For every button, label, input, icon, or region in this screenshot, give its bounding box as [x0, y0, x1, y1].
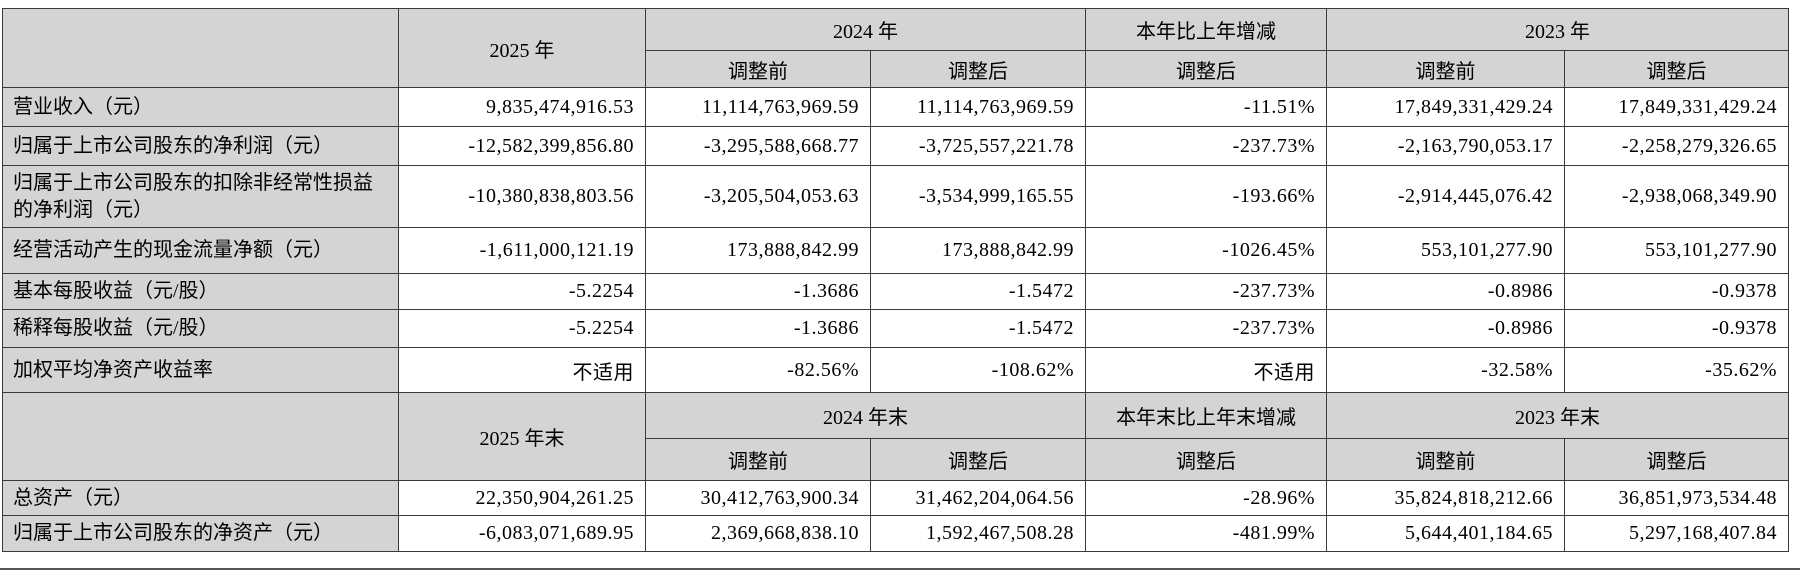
cell-value: 5,644,401,184.65	[1326, 515, 1565, 552]
cell-value: -1.5472	[870, 273, 1086, 310]
subheader-2024-after: 调整后	[870, 50, 1086, 88]
cell-value: -0.8986	[1326, 273, 1565, 310]
cell-value: -28.96%	[1085, 480, 1327, 516]
header-change-yoy: 本年比上年增减	[1085, 8, 1327, 51]
row-label: 加权平均净资产收益率	[2, 347, 399, 393]
cell-value: -12,582,399,856.80	[398, 126, 646, 166]
cell-value: -237.73%	[1085, 309, 1327, 348]
cell-value: -108.62%	[870, 347, 1086, 393]
cell-value: -35.62%	[1564, 347, 1789, 393]
cell-value: -0.9378	[1564, 309, 1789, 348]
page-bottom-divider	[0, 568, 1800, 570]
table-row-net-profit-excl-nonrecurring: 归属于上市公司股东的扣除非经常性损益的净利润（元） -10,380,838,80…	[2, 165, 1789, 228]
header-corner-yearend	[2, 392, 399, 481]
table-row-net-assets: 归属于上市公司股东的净资产（元） -6,083,071,689.95 2,369…	[2, 515, 1789, 552]
cell-value: -3,534,999,165.55	[870, 165, 1086, 228]
cell-value: 553,101,277.90	[1564, 227, 1789, 274]
cell-value: 17,849,331,429.24	[1326, 87, 1565, 127]
cell-value: -3,205,504,053.63	[645, 165, 871, 228]
cell-value: -3,295,588,668.77	[645, 126, 871, 166]
cell-value: -6,083,071,689.95	[398, 515, 646, 552]
header-group-2023: 2023 年	[1326, 8, 1789, 51]
header-group-2024: 2024 年	[645, 8, 1086, 51]
header-group-2023-yearend: 2023 年末	[1326, 392, 1789, 439]
subheader-2024-yearend-before: 调整前	[645, 438, 871, 481]
header-corner-annual	[2, 8, 399, 88]
row-label: 归属于上市公司股东的净利润（元）	[2, 126, 399, 166]
cell-value: 1,592,467,508.28	[870, 515, 1086, 552]
cell-value: -237.73%	[1085, 273, 1327, 310]
row-label: 归属于上市公司股东的扣除非经常性损益的净利润（元）	[2, 165, 399, 228]
cell-value: -32.58%	[1326, 347, 1565, 393]
cell-value: 不适用	[398, 347, 646, 393]
table-row-net-profit: 归属于上市公司股东的净利润（元） -12,582,399,856.80 -3,2…	[2, 126, 1789, 166]
cell-value: -0.8986	[1326, 309, 1565, 348]
cell-value: 173,888,842.99	[645, 227, 871, 274]
table-row-operating-cash-flow: 经营活动产生的现金流量净额（元） -1,611,000,121.19 173,8…	[2, 227, 1789, 274]
cell-value: -1,611,000,121.19	[398, 227, 646, 274]
cell-value: 173,888,842.99	[870, 227, 1086, 274]
cell-value: -0.9378	[1564, 273, 1789, 310]
cell-value: -1.3686	[645, 273, 871, 310]
table-row-basic-eps: 基本每股收益（元/股） -5.2254 -1.3686 -1.5472 -237…	[2, 273, 1789, 310]
row-label: 总资产（元）	[2, 480, 399, 516]
cell-value: 2,369,668,838.10	[645, 515, 871, 552]
cell-value: -3,725,557,221.78	[870, 126, 1086, 166]
table-row-revenue: 营业收入（元） 9,835,474,916.53 11,114,763,969.…	[2, 87, 1789, 127]
cell-value: 35,824,818,212.66	[1326, 480, 1565, 516]
cell-value: 不适用	[1085, 347, 1327, 393]
cell-value: 11,114,763,969.59	[645, 87, 871, 127]
row-label: 基本每股收益（元/股）	[2, 273, 399, 310]
cell-value: 11,114,763,969.59	[870, 87, 1086, 127]
cell-value: 30,412,763,900.34	[645, 480, 871, 516]
subheader-change-after: 调整后	[1085, 50, 1327, 88]
table-row-total-assets: 总资产（元） 22,350,904,261.25 30,412,763,900.…	[2, 480, 1789, 516]
cell-value: 36,851,973,534.48	[1564, 480, 1789, 516]
cell-value: -10,380,838,803.56	[398, 165, 646, 228]
cell-value: -193.66%	[1085, 165, 1327, 228]
cell-value: -2,258,279,326.65	[1564, 126, 1789, 166]
cell-value: -2,914,445,076.42	[1326, 165, 1565, 228]
cell-value: -481.99%	[1085, 515, 1327, 552]
cell-value: 553,101,277.90	[1326, 227, 1565, 274]
subheader-2023-yearend-before: 调整前	[1326, 438, 1565, 481]
cell-value: -82.56%	[645, 347, 871, 393]
cell-value: -5.2254	[398, 309, 646, 348]
header-group-2024-yearend: 2024 年末	[645, 392, 1086, 439]
cell-value: -5.2254	[398, 273, 646, 310]
table-row-diluted-eps: 稀释每股收益（元/股） -5.2254 -1.3686 -1.5472 -237…	[2, 309, 1789, 348]
subheader-2024-yearend-after: 调整后	[870, 438, 1086, 481]
header-yearend-2025: 2025 年末	[398, 392, 646, 481]
cell-value: 22,350,904,261.25	[398, 480, 646, 516]
financial-summary-table: 2025 年 2024 年 本年比上年增减 2023 年 调整前 调整后 调整后…	[2, 8, 1789, 552]
cell-value: 31,462,204,064.56	[870, 480, 1086, 516]
cell-value: -11.51%	[1085, 87, 1327, 127]
cell-value: 5,297,168,407.84	[1564, 515, 1789, 552]
cell-value: -1026.45%	[1085, 227, 1327, 274]
row-label: 稀释每股收益（元/股）	[2, 309, 399, 348]
cell-value: 17,849,331,429.24	[1564, 87, 1789, 127]
cell-value: -1.5472	[870, 309, 1086, 348]
subheader-change-yearend-after: 调整后	[1085, 438, 1327, 481]
subheader-2023-yearend-after: 调整后	[1564, 438, 1789, 481]
subheader-2023-before: 调整前	[1326, 50, 1565, 88]
cell-value: -2,163,790,053.17	[1326, 126, 1565, 166]
row-label: 经营活动产生的现金流量净额（元）	[2, 227, 399, 274]
subheader-2023-after: 调整后	[1564, 50, 1789, 88]
table-row-weighted-avg-roe: 加权平均净资产收益率 不适用 -82.56% -108.62% 不适用 -32.…	[2, 347, 1789, 393]
cell-value: -2,938,068,349.90	[1564, 165, 1789, 228]
row-label: 营业收入（元）	[2, 87, 399, 127]
header-year-2025: 2025 年	[398, 8, 646, 88]
cell-value: -1.3686	[645, 309, 871, 348]
cell-value: 9,835,474,916.53	[398, 87, 646, 127]
subheader-2024-before: 调整前	[645, 50, 871, 88]
row-label: 归属于上市公司股东的净资产（元）	[2, 515, 399, 552]
cell-value: -237.73%	[1085, 126, 1327, 166]
header-change-yearend: 本年末比上年末增减	[1085, 392, 1327, 439]
